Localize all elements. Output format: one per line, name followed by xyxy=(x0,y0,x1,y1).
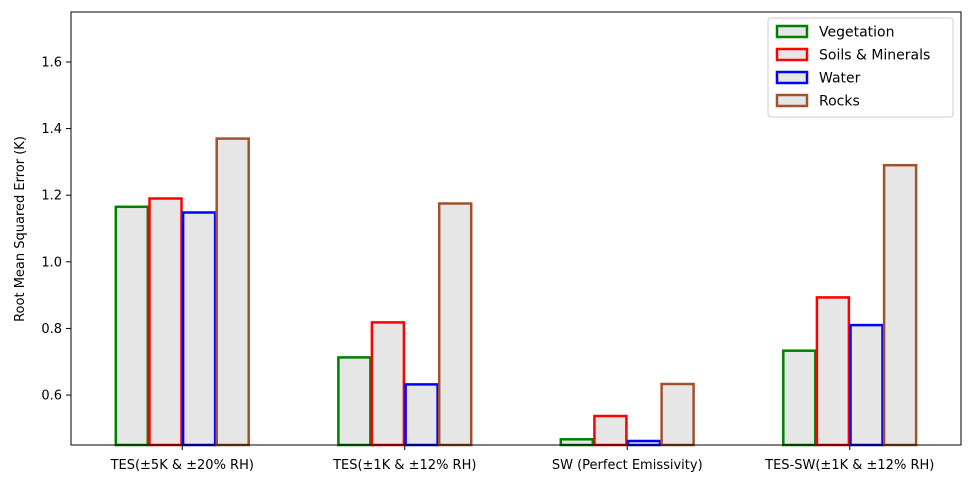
x-axis: TES(±5K & ±20% RH) TES(±1K & ±12% RH) SW (… xyxy=(110,445,934,473)
bar-soils-minerals-0 xyxy=(148,197,183,447)
y-tick-label: 1.4 xyxy=(41,122,62,137)
bar-rocks-1 xyxy=(437,202,473,447)
legend-label-soils-minerals: Soils & Minerals xyxy=(819,48,930,64)
y-axis-label: Root Mean Squared Error (K) xyxy=(13,136,28,322)
bar-water-1 xyxy=(404,383,439,447)
legend-label-rocks: Rocks xyxy=(819,94,860,110)
bar-water-3 xyxy=(849,323,884,447)
legend-swatch-vegetation xyxy=(775,24,809,39)
y-tick-label: 0.6 xyxy=(41,389,62,404)
x-tick-label: TES-SW(±1K & ±12% RH) xyxy=(764,458,934,473)
bar-vegetation-2 xyxy=(559,438,595,447)
bar-soils-minerals-1 xyxy=(370,321,406,447)
legend-swatch-water xyxy=(775,70,809,85)
legend-swatch-rocks xyxy=(775,93,809,108)
bar-vegetation-0 xyxy=(114,205,150,447)
plot-frame xyxy=(70,11,962,446)
y-axis: 0.6 0.8 1.0 1.2 1.4 1.6 xyxy=(41,55,71,404)
bar-soils-minerals-3 xyxy=(815,296,851,447)
bar-rocks-3 xyxy=(882,163,918,447)
y-tick-label: 1.6 xyxy=(41,55,62,70)
x-tick-label: TES(±5K & ±20% RH) xyxy=(110,458,254,473)
legend-label-water: Water xyxy=(819,71,861,87)
bar-water-0 xyxy=(181,211,217,447)
legend: Vegetation Soils & Minerals Water Rocks xyxy=(767,17,954,118)
legend-label-vegetation: Vegetation xyxy=(819,25,895,41)
bar-water-2 xyxy=(626,439,662,447)
y-tick-label: 1.2 xyxy=(41,189,62,204)
legend-swatch-soils-minerals xyxy=(775,47,809,62)
bars-layer xyxy=(114,137,918,447)
y-tick-label: 0.8 xyxy=(41,322,62,337)
bar-soils-minerals-2 xyxy=(593,414,628,447)
bar-vegetation-1 xyxy=(337,356,372,447)
bar-vegetation-3 xyxy=(782,349,817,447)
y-tick-label: 1.0 xyxy=(41,255,62,270)
legend-box xyxy=(767,17,954,118)
bar-rocks-2 xyxy=(660,382,695,447)
x-tick-label: SW (Perfect Emissivity) xyxy=(552,458,703,473)
bar-rocks-0 xyxy=(215,137,250,447)
x-tick-label: TES(±1K & ±12% RH) xyxy=(332,458,476,473)
